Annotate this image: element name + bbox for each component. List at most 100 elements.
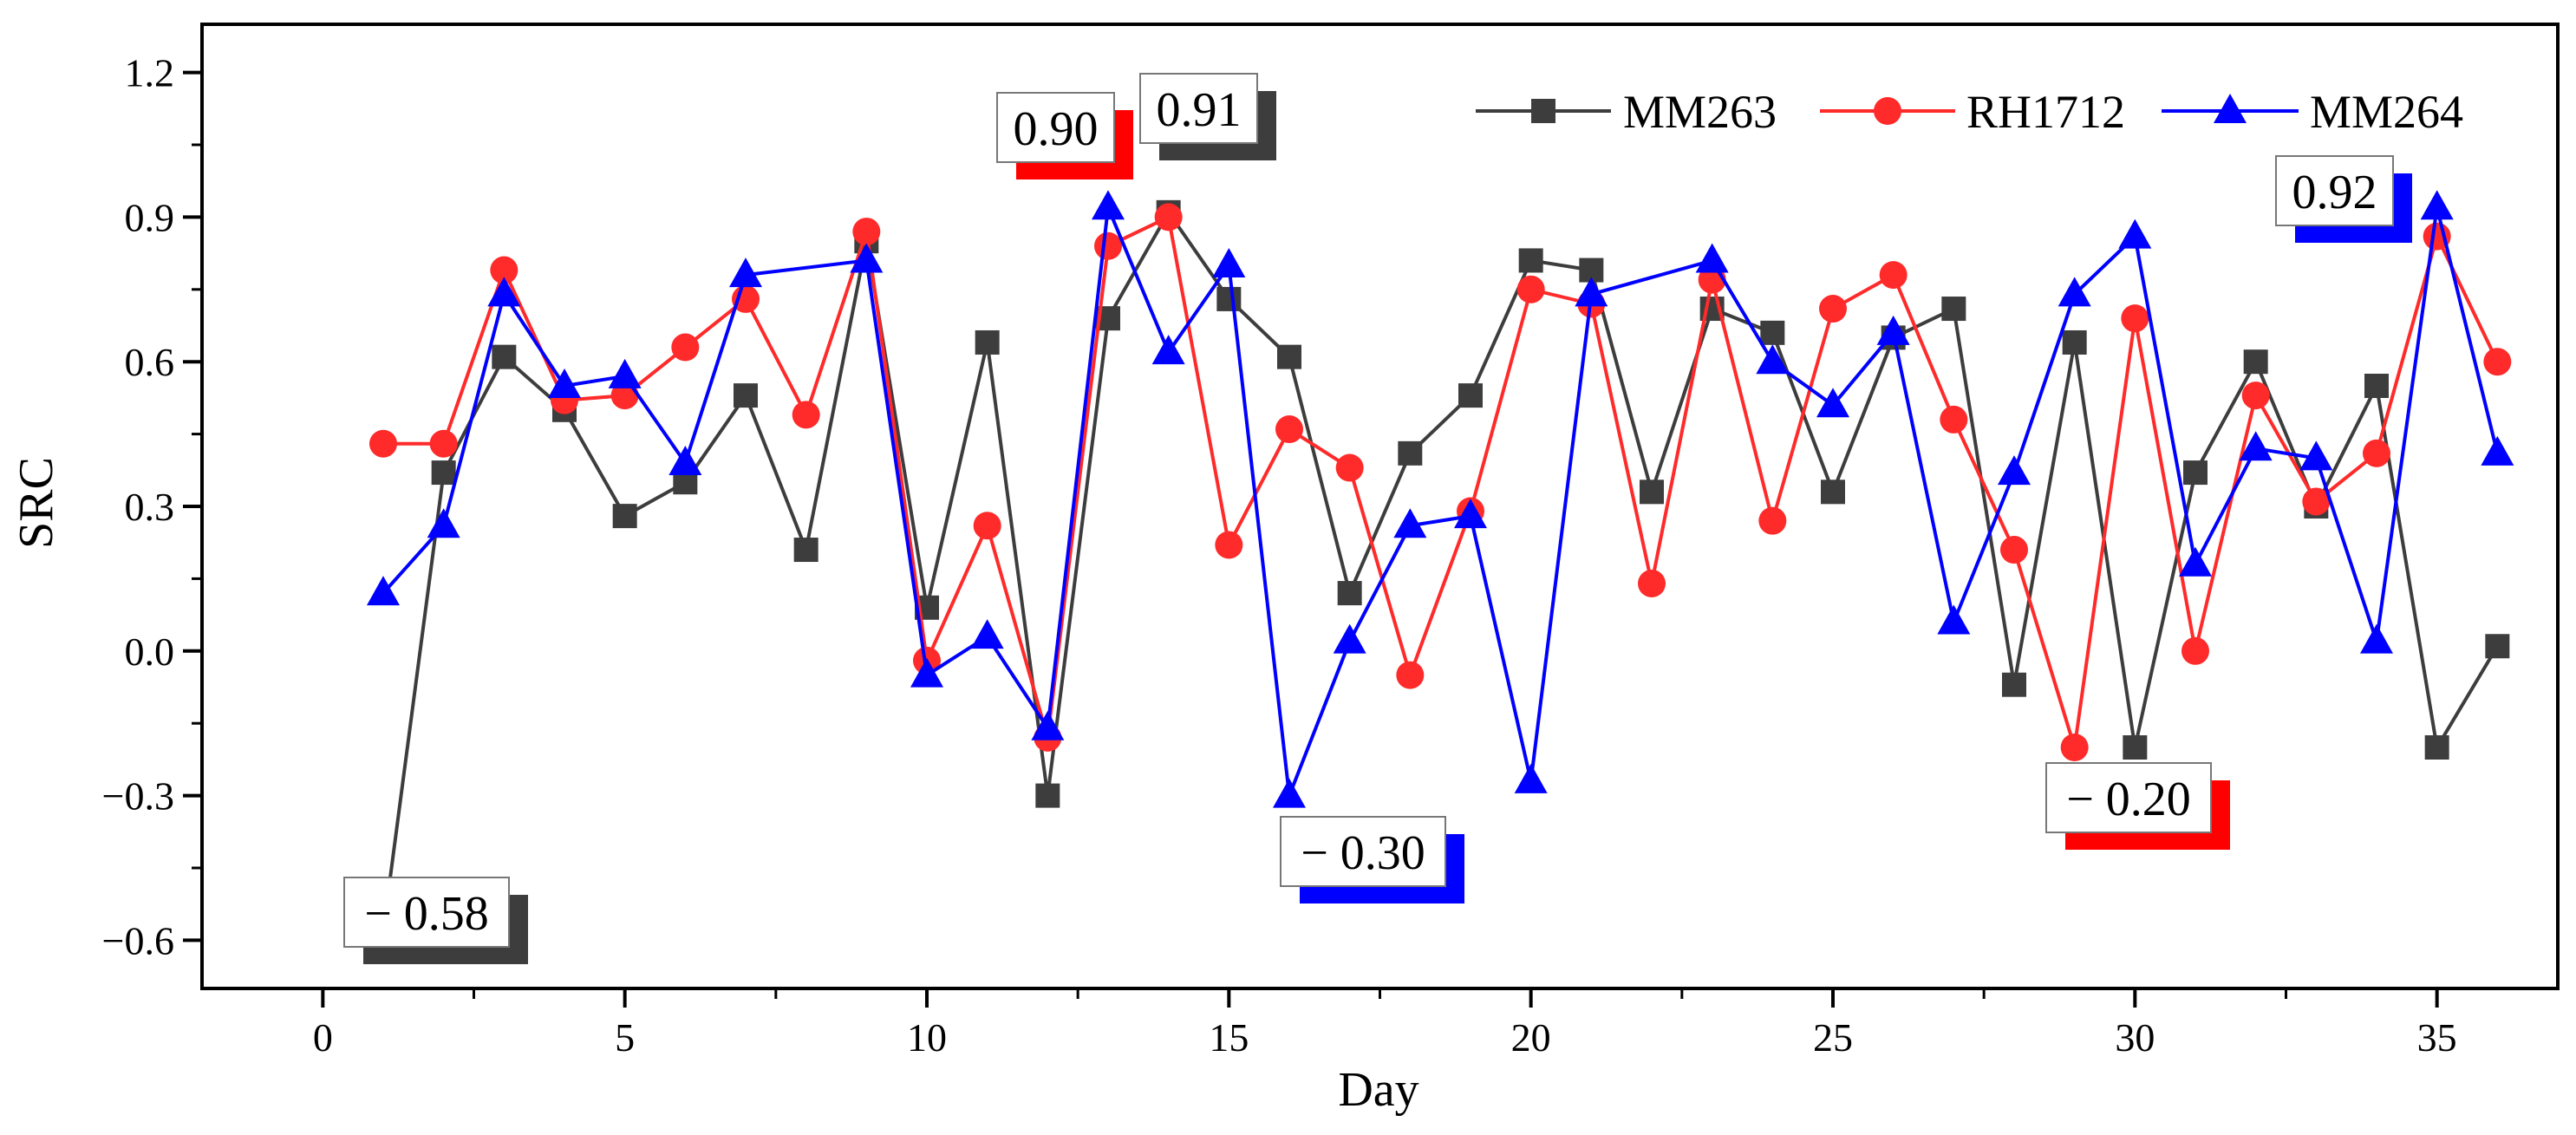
x-tick-label: 20 (1511, 1015, 1551, 1060)
data-point (668, 445, 702, 475)
data-point (1454, 499, 1487, 529)
data-point (973, 512, 1001, 540)
data-point (970, 619, 1004, 649)
y-axis-title: SRC (10, 457, 63, 549)
data-point (1216, 286, 1242, 311)
data-point (975, 329, 1000, 355)
data-point (2058, 277, 2091, 307)
data-point (1393, 508, 1427, 538)
data-point (671, 333, 700, 362)
data-point (2363, 439, 2390, 467)
data-point (2302, 487, 2331, 516)
data-point (492, 344, 517, 369)
legend-item-rh1712: RH1712 (1820, 86, 2125, 138)
data-point (2243, 349, 2268, 375)
data-point (548, 369, 581, 398)
data-point (427, 508, 460, 538)
axes: 0 5 10 15 20 25 30 35 −0.6 −0.3 0.0 0.3 0.6 0.9 1.2 (102, 23, 2560, 1060)
data-point (793, 538, 818, 563)
x-axis-title: Day (1338, 1063, 1418, 1117)
callout-label: − 0.20 (2066, 773, 2191, 826)
data-point (1756, 344, 1790, 375)
data-point (2118, 219, 2152, 249)
data-point (1337, 581, 1362, 606)
legend-label: MM263 (1623, 86, 1777, 138)
x-tick-label: 15 (1209, 1015, 1249, 1060)
legend-marker (1874, 97, 1901, 125)
legend-item-mm263: MM263 (1476, 86, 1777, 138)
legend-marker (1531, 99, 1555, 123)
data-point (2000, 536, 2028, 564)
series-line (382, 209, 2500, 931)
data-point (1094, 232, 1122, 260)
legend-marker (2214, 94, 2247, 123)
data-point (1335, 453, 1364, 482)
x-tick-label: 25 (1813, 1015, 1853, 1060)
callout-box (996, 92, 1115, 163)
data-point (1514, 763, 1548, 793)
series-line (382, 200, 2500, 797)
data-point (2360, 623, 2393, 654)
value-callout: 0.92 (2275, 155, 2412, 243)
data-point (1215, 531, 1243, 559)
data-point (1031, 710, 1065, 740)
data-point (429, 429, 458, 458)
data-point (487, 277, 521, 307)
series-layer (367, 190, 2514, 943)
data-point (369, 429, 397, 458)
data-point (1821, 479, 1845, 505)
data-point (2299, 440, 2333, 471)
y-tick-label: 1.2 (125, 51, 175, 95)
callout-label: − 0.30 (1301, 826, 1425, 880)
data-point (1273, 778, 1306, 808)
value-callout: − 0.30 (1280, 816, 1464, 903)
data-point (1396, 661, 1425, 689)
data-point (792, 401, 820, 429)
data-point (1879, 261, 1908, 290)
callout-label: − 0.58 (364, 887, 489, 941)
data-point (1458, 383, 1483, 408)
x-tick-label: 10 (907, 1015, 947, 1060)
data-point (734, 383, 758, 408)
data-point (850, 243, 884, 273)
data-point (1998, 455, 2031, 486)
callout-box (1280, 816, 1446, 887)
data-point (367, 576, 400, 606)
callout-label: 0.92 (2292, 166, 2377, 219)
data-point (1516, 275, 1545, 303)
data-point (1154, 203, 1183, 232)
data-point (1940, 405, 1968, 434)
data-point (1816, 388, 1849, 418)
data-point (1819, 295, 1847, 323)
data-point (729, 258, 762, 288)
callout-box (2045, 762, 2212, 833)
callout-box (2275, 155, 2394, 226)
value-callout: 0.91 (1139, 73, 1276, 160)
data-point (1941, 297, 1966, 322)
legend: MM263 RH1712 MM264 (1476, 86, 2463, 138)
x-tick-label: 35 (2417, 1015, 2457, 1060)
data-point (1638, 569, 1666, 597)
data-point (852, 218, 881, 246)
data-point (2364, 374, 2389, 398)
series-mm264 (367, 190, 2514, 808)
data-point (2483, 348, 2512, 376)
data-point (2062, 329, 2087, 355)
data-point (2060, 734, 2089, 761)
y-tick-label: 0.0 (125, 629, 175, 674)
callouts: − 0.58 0.90 0.91 − 0.30 − 0.20 0.92 (343, 73, 2412, 964)
callout-box (1139, 73, 1258, 144)
callout-label: 0.90 (1014, 102, 1099, 156)
legend-label: MM264 (2310, 86, 2463, 138)
y-tick-label: 0.6 (125, 340, 175, 384)
data-point (1518, 248, 1543, 273)
data-point (1333, 623, 1366, 654)
data-point (2123, 735, 2148, 760)
y-tick-label: −0.3 (102, 774, 174, 819)
data-point (1035, 783, 1060, 808)
value-callout: − 0.58 (343, 877, 528, 964)
data-point (1760, 320, 1785, 345)
data-point (2241, 382, 2270, 410)
data-point (1758, 506, 1787, 535)
